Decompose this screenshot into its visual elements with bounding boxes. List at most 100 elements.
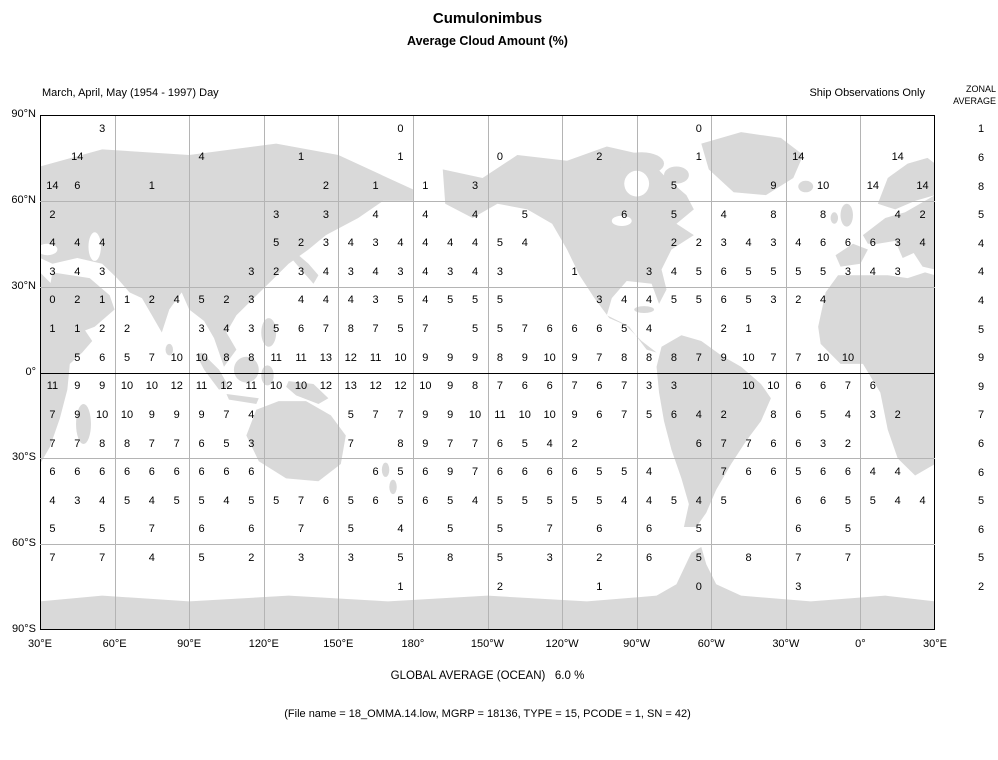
cell-value: 0 bbox=[695, 580, 702, 593]
zonal-average-value: 6 bbox=[977, 466, 985, 479]
cell-value: 4 bbox=[621, 494, 628, 507]
cell-value: 6 bbox=[546, 380, 553, 393]
cell-value: 11 bbox=[270, 351, 282, 364]
cell-value: 12 bbox=[369, 380, 382, 393]
cell-value: 5 bbox=[198, 294, 205, 307]
cell-value: 4 bbox=[919, 494, 926, 507]
cell-value: 4 bbox=[422, 265, 429, 278]
cell-value: 14 bbox=[891, 151, 904, 164]
cell-value: 1 bbox=[74, 323, 81, 336]
cell-value: 5 bbox=[397, 323, 404, 336]
landmass-south-america bbox=[656, 335, 771, 527]
cell-value: 5 bbox=[471, 294, 479, 307]
cell-value: 14 bbox=[792, 151, 805, 164]
grid-band-row: 14 4 1 1 0 2 1 14 14 bbox=[40, 144, 935, 173]
cell-value: 5 bbox=[670, 494, 677, 507]
grid-band-row bbox=[40, 601, 935, 630]
cell-value: 5 bbox=[844, 494, 852, 507]
cell-value: 5 bbox=[646, 408, 653, 421]
cell-value: 5 bbox=[397, 551, 404, 564]
cell-value: 6 bbox=[844, 237, 852, 250]
cell-value: 4 bbox=[148, 494, 155, 507]
cell-value: 6 bbox=[99, 351, 106, 364]
cell-value: 5 bbox=[695, 265, 702, 278]
zonal-label-line2: AVERAGE bbox=[953, 96, 996, 106]
cell-value: 10 bbox=[195, 351, 208, 364]
grid-band-row: 0 2 1 1 2 4 5 2 3 4 4 4 3 5 4 5 5 5 3 4 4 5 5 6 5 3 2 4 bbox=[40, 287, 935, 316]
grid-band-row: 5 6 5 7 10 10 8 8 11 11 13 12 11 10 9 9 9 8 9 10 9 7 8 8 8 7 9 10 7 7… bbox=[40, 344, 935, 373]
cell-value: 4 bbox=[422, 208, 429, 221]
cell-value: 1 bbox=[422, 180, 429, 193]
cell-value: 2 bbox=[223, 294, 230, 307]
black-sea bbox=[40, 243, 58, 256]
cell-value: 6 bbox=[795, 494, 802, 507]
cell-value: 6 bbox=[148, 466, 155, 479]
cell-value: 6 bbox=[372, 494, 379, 507]
zonal-average-value: 9 bbox=[977, 352, 985, 365]
cell-value: 6 bbox=[869, 237, 876, 250]
lon-tick-label: 30°E bbox=[923, 638, 947, 650]
cell-value: 13 bbox=[319, 351, 333, 364]
cell-value: 7 bbox=[596, 351, 603, 364]
cell-value: 5 bbox=[670, 208, 677, 221]
cell-value: 11 bbox=[494, 408, 506, 421]
cell-value: 1 bbox=[297, 151, 305, 164]
cell-value: 5 bbox=[496, 523, 503, 536]
cell-value: 4 bbox=[919, 237, 926, 250]
cell-value: 8 bbox=[397, 437, 404, 450]
cell-value: 5 bbox=[869, 494, 876, 507]
zonal-average-value: 2 bbox=[977, 581, 985, 594]
cell-value: 6 bbox=[820, 380, 827, 393]
lon-tick-label: 120°E bbox=[248, 638, 279, 650]
cell-value: 7 bbox=[422, 323, 429, 336]
cell-value: 2 bbox=[795, 294, 802, 307]
landmass-sumatra bbox=[196, 352, 229, 390]
cell-value: 2 bbox=[844, 437, 852, 450]
cell-value: 6 bbox=[123, 466, 131, 479]
cell-value: 6 bbox=[770, 437, 777, 450]
cell-value: 7 bbox=[496, 380, 503, 393]
cell-value: 3 bbox=[471, 180, 479, 193]
cell-value: 9 bbox=[447, 380, 454, 393]
cell-value: 10 bbox=[294, 380, 308, 393]
cell-value: 3 bbox=[74, 494, 81, 507]
cell-value: 5 bbox=[496, 323, 503, 336]
cell-value: 3 bbox=[795, 580, 802, 593]
cell-value: 1 bbox=[397, 151, 404, 164]
cell-value: 4 bbox=[720, 208, 727, 221]
cell-value: 10 bbox=[742, 351, 755, 364]
cell-value: 1 bbox=[397, 580, 404, 593]
landmass-asia bbox=[40, 143, 413, 367]
cell-value: 5 bbox=[198, 494, 205, 507]
cell-value: 7 bbox=[347, 437, 354, 450]
cell-value: 4 bbox=[795, 237, 802, 250]
cell-value: 6 bbox=[795, 380, 802, 393]
cell-value: 3 bbox=[720, 237, 727, 250]
cell-value: 3 bbox=[596, 294, 603, 307]
lat-tick-label: 90°S bbox=[12, 623, 36, 635]
cell-value: 6 bbox=[49, 466, 56, 479]
cell-value: 5 bbox=[198, 551, 205, 564]
cell-value: 7 bbox=[49, 551, 56, 564]
grid-band-row: 14 6 1 2 1 1 3 5 9 10 14 14 bbox=[40, 172, 935, 201]
cell-value: 3 bbox=[248, 265, 255, 278]
cell-value: 6 bbox=[571, 323, 578, 336]
cell-value: 6 bbox=[173, 466, 180, 479]
cell-value: 6 bbox=[646, 551, 653, 564]
cell-value: 5 bbox=[496, 494, 503, 507]
cell-value: 6 bbox=[795, 523, 802, 536]
cell-value: 7 bbox=[621, 380, 628, 393]
cell-value: 8 bbox=[248, 351, 255, 364]
cell-value: 5 bbox=[521, 437, 528, 450]
cell-value: 9 bbox=[99, 380, 106, 393]
cell-value: 5 bbox=[695, 294, 702, 307]
cell-value: 1 bbox=[745, 323, 752, 336]
cell-value: 3 bbox=[770, 294, 777, 307]
cell-value: 5 bbox=[844, 523, 852, 536]
source-label: Ship Observations Only bbox=[809, 87, 925, 99]
cell-value: 6 bbox=[646, 523, 653, 536]
cell-value: 6 bbox=[869, 380, 876, 393]
cell-value: 0 bbox=[496, 151, 503, 164]
cell-value: 6 bbox=[248, 466, 255, 479]
grid-band-row: 5 5 7 6 6 7 5 4 5 5 7 6 6 5 6 5 bbox=[40, 516, 935, 545]
